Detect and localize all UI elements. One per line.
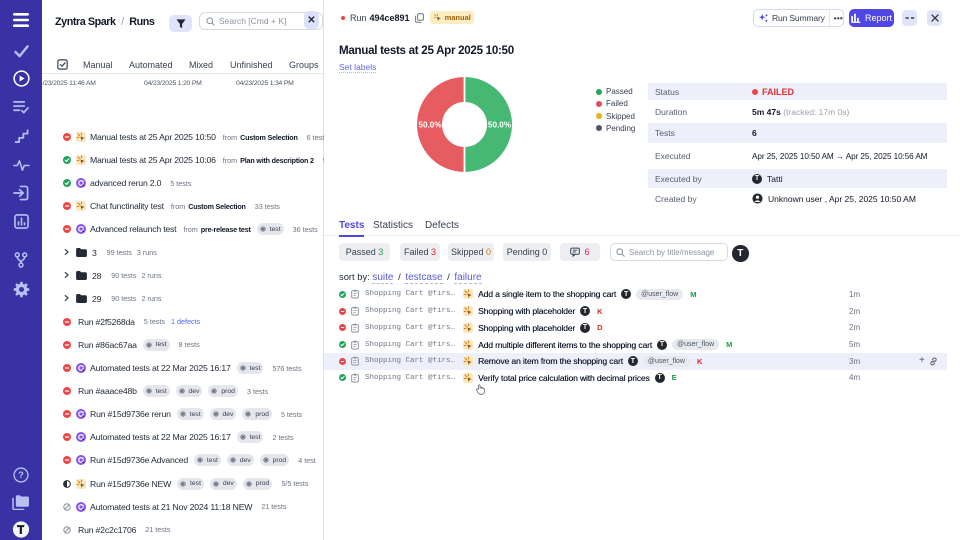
- svg-text:50.0%: 50.0%: [488, 121, 512, 130]
- svg-text:50.0%: 50.0%: [418, 121, 442, 130]
- svg-text:?: ?: [18, 470, 24, 480]
